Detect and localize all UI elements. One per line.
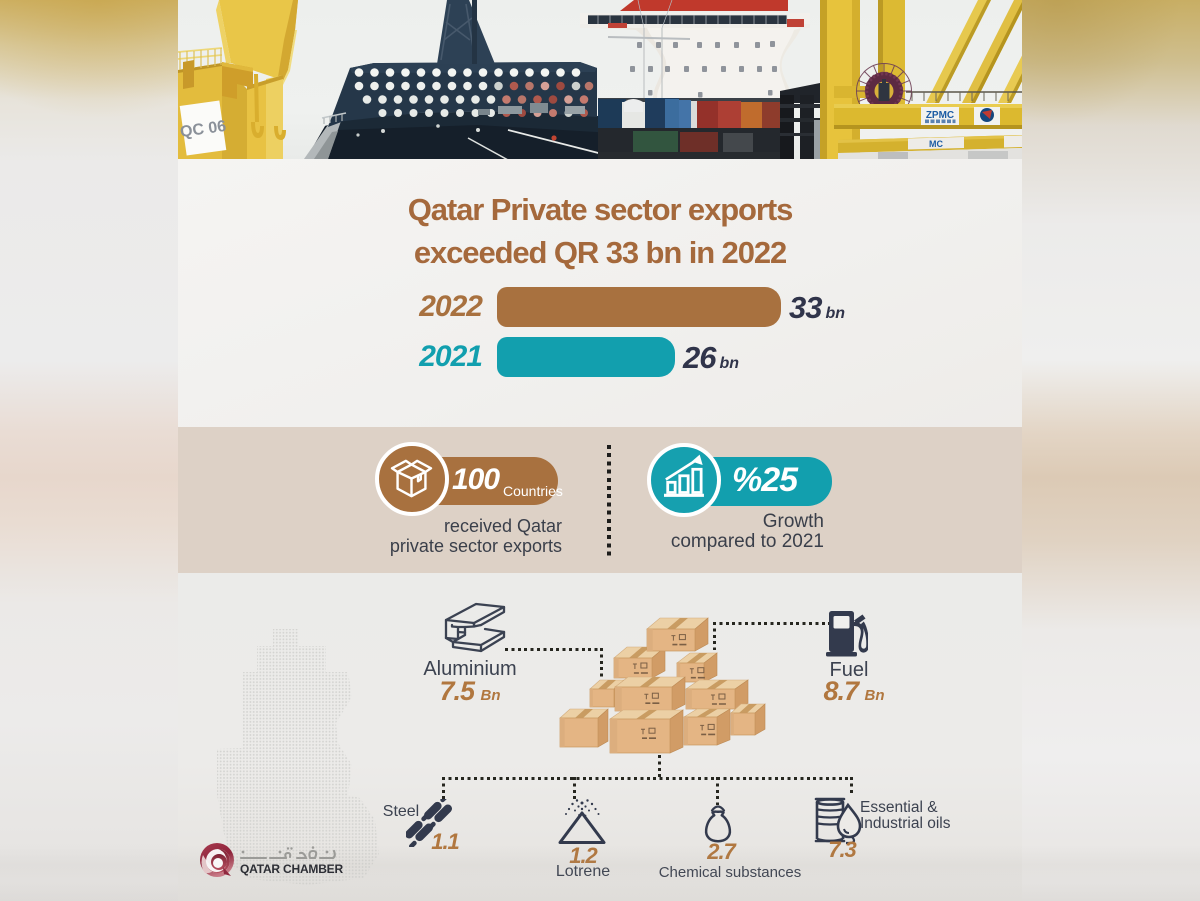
svg-text:QC 06: QC 06 [179,118,227,141]
svg-text:MC: MC [929,139,943,149]
svg-text:ZPMC: ZPMC [926,110,954,121]
